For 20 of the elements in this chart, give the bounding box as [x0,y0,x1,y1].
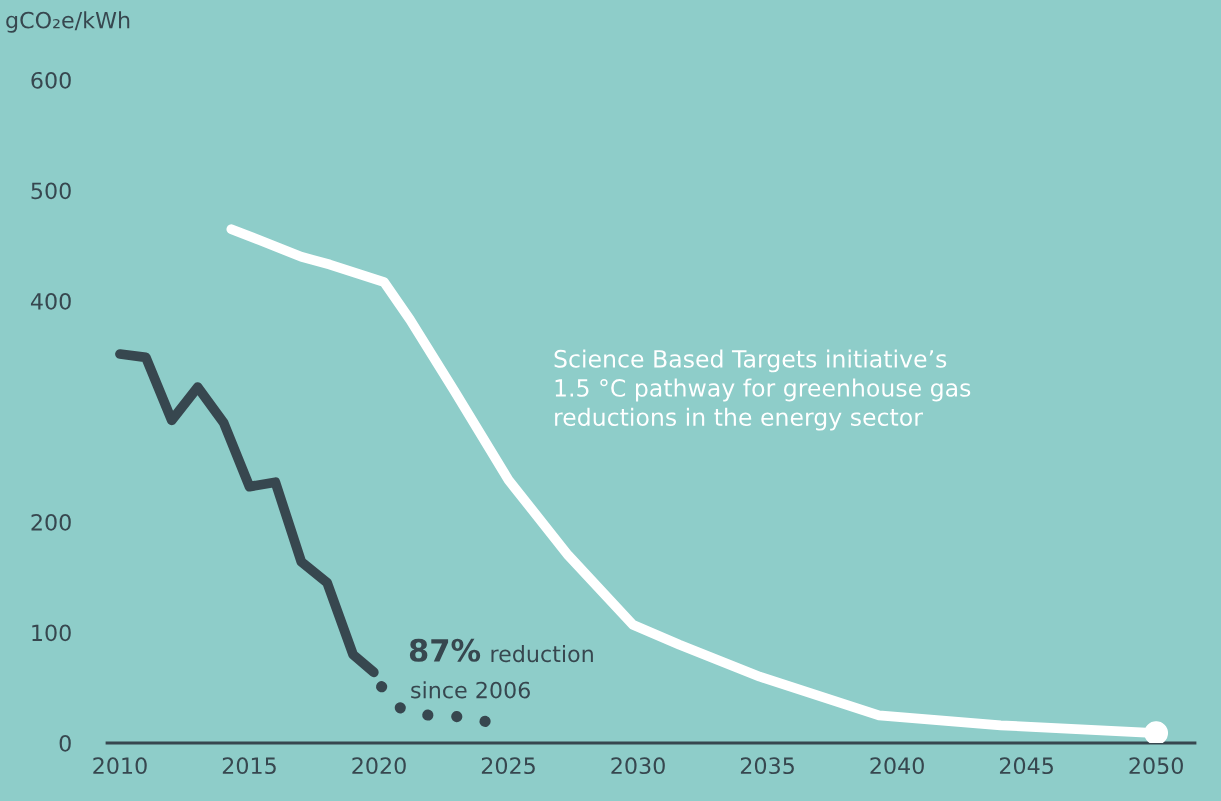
y-tick-label: 100 [32,624,71,642]
annotation: reduction [491,645,593,663]
y-axis-title: gCO₂e/kWh [6,11,130,33]
x-tick-label: 2035 [740,757,794,775]
y-tick-label: 0 [59,734,71,752]
annotation: Science Based Targets initiative’s 1.5 °C pathway for greenhouse gas reductions in the energy sector [554,349,971,431]
y-tick-label: 500 [31,182,71,200]
x-tick-label: 2030 [611,757,665,775]
x-tick-label: 2045 [999,757,1053,775]
x-tick-label: 2025 [481,757,535,775]
annotation: 87% [409,638,481,662]
x-tick-label: 2040 [870,757,924,775]
annotation: since 2006 [411,681,530,699]
y-tick-label: 600 [31,71,71,89]
x-tick-label: 2015 [222,757,276,775]
x-tick-label: 2020 [352,757,406,775]
x-tick-label: 2010 [93,757,147,775]
x-tick-label: 2050 [1129,757,1183,775]
y-tick-label: 200 [31,513,71,531]
y-tick-label: 400 [30,292,71,310]
